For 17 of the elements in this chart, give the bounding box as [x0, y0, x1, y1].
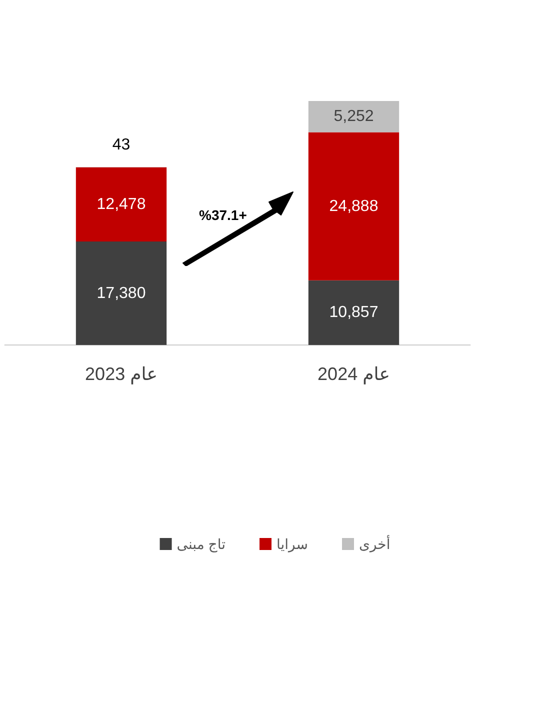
- bar: [308, 132, 400, 280]
- bar: [308, 101, 400, 132]
- data-label: 5,252: [334, 108, 374, 126]
- legend-label: تاج مبنى: [176, 536, 226, 553]
- bar: [76, 242, 167, 345]
- bar: [76, 167, 167, 242]
- data-label: 43: [112, 136, 130, 154]
- legend-label: سرايا: [276, 536, 308, 553]
- data-label: 17,380: [96, 284, 146, 302]
- data-label: 12,478: [96, 196, 146, 213]
- bar: [308, 280, 400, 345]
- data-label: 24,888: [329, 198, 378, 215]
- legend-label: أخرى: [358, 535, 390, 553]
- x-tick-label: عام 2023: [85, 364, 158, 385]
- data-label: 10,857: [329, 304, 378, 322]
- annotation: %37.1+: [199, 207, 247, 223]
- x-tick-label: عام 2024: [318, 364, 390, 385]
